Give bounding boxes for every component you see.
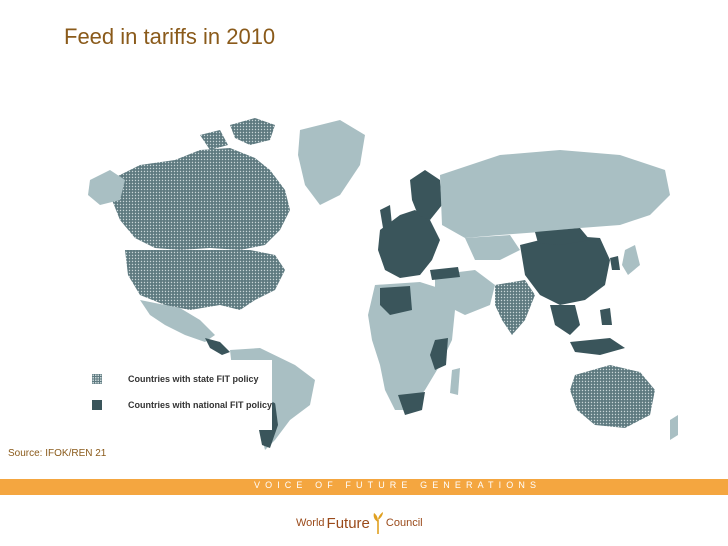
source-note: Source: IFOK/REN 21 xyxy=(8,448,107,459)
region-mongolia xyxy=(535,228,590,245)
legend-item-state: Countries with state FIT policy xyxy=(92,374,259,384)
region-canada xyxy=(110,148,290,250)
region-alaska xyxy=(88,170,125,205)
region-se-asia xyxy=(550,305,580,335)
legend-item-national: Countries with national FIT policy xyxy=(92,400,272,410)
logo-word-future: Future xyxy=(326,514,370,532)
legend-label-state: Countries with state FIT policy xyxy=(128,374,259,384)
region-europe xyxy=(378,210,440,278)
region-uk xyxy=(380,205,392,228)
region-turkey xyxy=(430,267,460,280)
legend-label-national: Countries with national FIT policy xyxy=(128,400,273,410)
region-philippines xyxy=(600,308,612,325)
region-arctic-islands-2 xyxy=(200,130,228,150)
region-kazakhstan xyxy=(465,235,520,260)
region-brazil xyxy=(260,365,312,410)
region-japan xyxy=(622,245,640,275)
region-algeria xyxy=(380,286,412,315)
region-indonesia xyxy=(570,338,625,355)
region-new-zealand xyxy=(670,415,678,440)
sprout-icon xyxy=(373,512,383,534)
region-usa xyxy=(125,250,285,310)
footer-tagline: VOICE OF FUTURE GENERATIONS xyxy=(254,480,542,490)
region-east-africa xyxy=(430,338,448,370)
region-central-america xyxy=(205,338,230,355)
region-arctic-islands xyxy=(230,118,275,145)
world-map xyxy=(88,118,678,450)
region-korea xyxy=(610,256,620,270)
world-future-council-logo: World Future Council xyxy=(296,512,423,534)
region-scandinavia xyxy=(410,170,442,220)
region-russia xyxy=(440,150,670,238)
region-south-africa xyxy=(398,392,425,415)
logo-word-council: Council xyxy=(385,517,423,529)
legend-swatch-state xyxy=(92,374,102,384)
legend-swatch-national xyxy=(92,400,102,410)
footer-bar: VOICE OF FUTURE GENERATIONS xyxy=(0,479,728,495)
region-australia xyxy=(570,365,655,428)
region-mexico xyxy=(140,300,215,342)
logo-word-world: World xyxy=(296,517,325,529)
slide-title: Feed in tariffs in 2010 xyxy=(64,24,276,49)
region-greenland xyxy=(298,120,365,205)
map-legend: Countries with state FIT policy Countrie… xyxy=(82,360,272,430)
region-india xyxy=(495,280,535,335)
region-china xyxy=(520,235,610,305)
region-madagascar xyxy=(450,368,460,395)
